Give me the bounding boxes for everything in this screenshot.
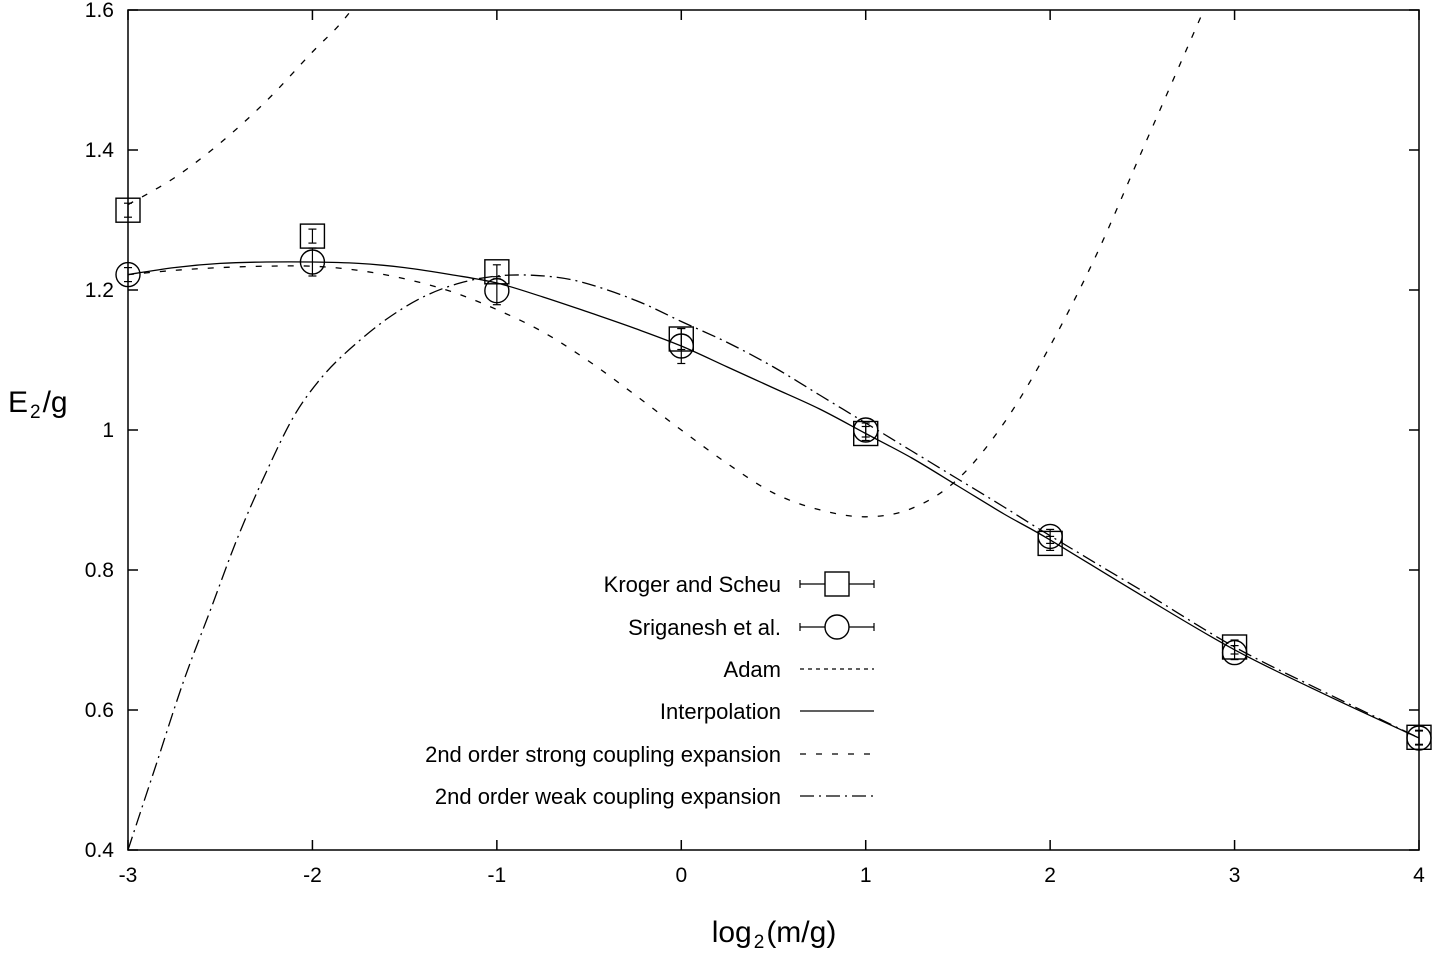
x-tick-label: 1 [860, 864, 872, 887]
legend-label: Interpolation [660, 699, 781, 724]
x-tick-label: -2 [303, 864, 322, 887]
ticks: -3 -2 -1 0 1 2 3 4 0.4 0.6 0.8 1 1.2 1.4 1.6 [85, 0, 1425, 887]
x-tick-label: 3 [1229, 864, 1241, 887]
circle-marker [1221, 639, 1248, 666]
x-tick-label: -1 [488, 864, 507, 887]
circle-marker [115, 261, 141, 288]
legend-label: 2nd order weak coupling expansion [435, 784, 781, 809]
markers [115, 197, 1432, 751]
legend-square-marker [824, 571, 850, 597]
legend-label: 2nd order strong coupling expansion [425, 742, 781, 767]
x-tick-label: 2 [1044, 864, 1056, 887]
y-tick-label: 0.6 [85, 699, 114, 722]
legend-circle-marker [824, 614, 850, 640]
circle-marker [668, 333, 694, 359]
y-tick-label: 0.8 [85, 559, 114, 582]
legend-label: Sriganesh et al. [628, 615, 781, 640]
legend-label: Kroger and Scheu [604, 572, 781, 597]
series-line [128, 10, 353, 206]
circle-marker [299, 249, 326, 275]
y-tick-label: 1.6 [85, 0, 114, 22]
plot-frame [127, 9, 1420, 851]
series-line [128, 10, 1205, 518]
square-marker [115, 197, 141, 223]
legend-label: Adam [724, 657, 781, 682]
series-line [128, 261, 1419, 739]
y-axis-title: E 2/g [8, 386, 68, 423]
circle-marker [1037, 523, 1063, 550]
legend: Kroger and Scheu Sriganesh et al. Adam Inte… [425, 571, 875, 809]
x-axis-title: log 2(m/g) [712, 916, 837, 953]
y-tick-label: 1.2 [85, 279, 114, 302]
x-tick-label: 4 [1413, 864, 1425, 887]
x-tick-label: -3 [119, 864, 138, 887]
x-tick-label: 0 [675, 864, 687, 887]
y-tick-label: 1 [102, 419, 114, 442]
circle-marker [484, 278, 510, 304]
y-tick-label: 1.4 [85, 139, 115, 162]
circle-marker [1406, 725, 1432, 751]
y-tick-label: 0.4 [85, 839, 115, 862]
circle-marker [853, 417, 879, 443]
